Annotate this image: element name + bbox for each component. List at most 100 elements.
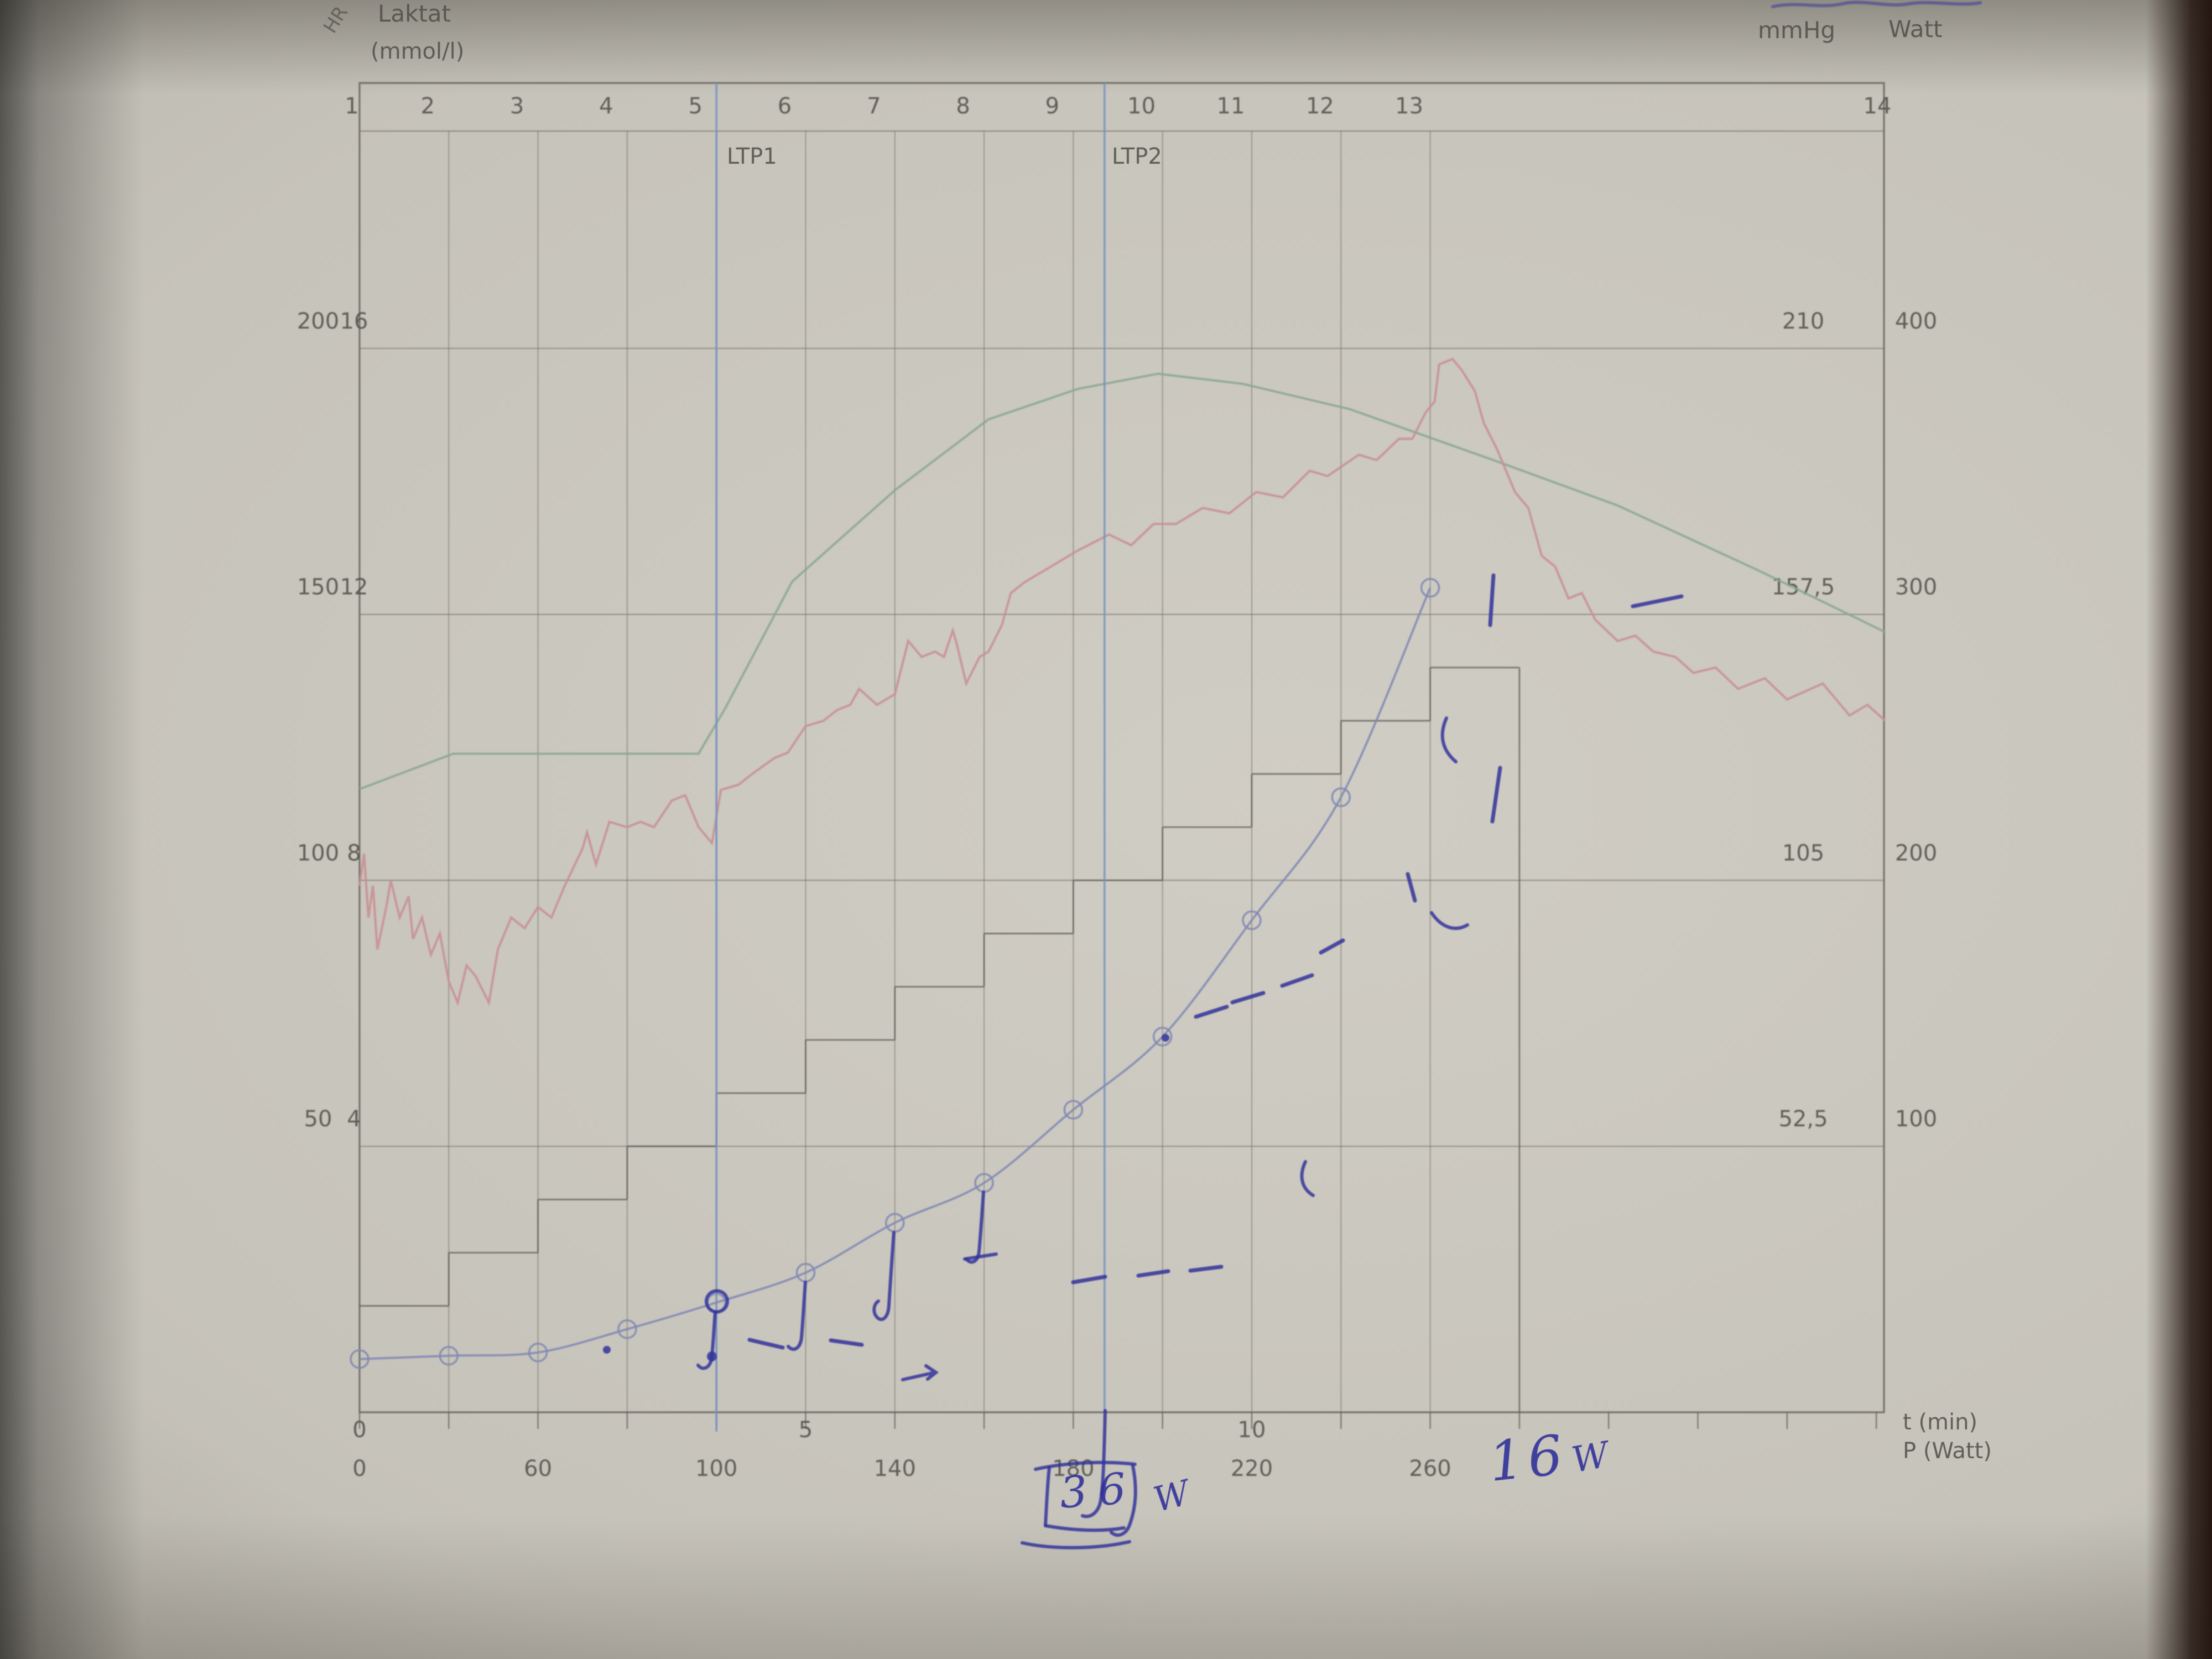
hr-tick-label: 50 (304, 1106, 332, 1132)
handwritten-boxed-value: 36 (1058, 1463, 1139, 1518)
pen-dash (1071, 1275, 1107, 1284)
blood-pressure-curve (359, 372, 1886, 791)
power-tick-label: 60 (524, 1456, 552, 1481)
pen-stroke-t5-tail (787, 1281, 807, 1351)
pen-dot (603, 1346, 611, 1354)
pen-dash (1490, 766, 1502, 824)
top-sample-number: 4 (599, 93, 613, 119)
handwritten-note-value: 16 (1486, 1423, 1570, 1495)
pen-stroke-t7-hook (965, 1190, 985, 1264)
handwritten-note-unit: W (1569, 1434, 1612, 1481)
power-tick-label: 220 (1231, 1456, 1273, 1481)
power-staircase (360, 667, 1521, 1412)
watt-tick-label: 200 (1895, 840, 1937, 866)
pen-dash (1319, 938, 1345, 955)
lactate-axis-unit: (mmol/l) (371, 39, 465, 64)
pen-stroke-paren-right (1440, 716, 1458, 763)
top-sample-number: 2 (421, 93, 435, 119)
pen-stroke-ltp2-pen-extension (1081, 1409, 1107, 1518)
lactate-sample-circle (1063, 1100, 1084, 1120)
watt-tick-label: 400 (1895, 309, 1937, 334)
lactate-axis-label: Laktat (378, 0, 451, 27)
power-tick-label: 180 (1052, 1456, 1094, 1481)
ltp1-marker-label: LTP1 (727, 144, 777, 169)
pen-dash (1188, 1265, 1224, 1273)
time-tick-label: 0 (352, 1417, 366, 1443)
pen-stroke-box36-left (1044, 1466, 1051, 1527)
power-tick-label: 140 (874, 1456, 916, 1481)
top-sample-number: 3 (510, 93, 524, 119)
pen-stroke-t4-ink-ring (704, 1289, 729, 1314)
top-sample-number: 12 (1306, 93, 1334, 119)
hr-tick-label: 200 (297, 309, 339, 334)
pen-dash (829, 1338, 864, 1347)
pen-stroke-t4-tail (696, 1310, 717, 1370)
lactate-fit-curve (359, 587, 1432, 1360)
watt-axis-label: Watt (1888, 15, 1943, 43)
mmhg-tick-label: 52,5 (1778, 1106, 1828, 1132)
mmhg-tick-label: 157,5 (1772, 575, 1835, 600)
lactate-tick-label: 8 (347, 840, 361, 866)
mmhg-tick-label: 105 (1782, 840, 1824, 866)
pen-stroke-t6-hook (872, 1231, 896, 1321)
pen-stroke-arrow (901, 1364, 939, 1381)
pen-dash (1230, 991, 1266, 1005)
top-sample-number: 7 (867, 93, 881, 119)
top-sample-number: 1 (345, 93, 358, 119)
pen-stroke-box36-right (1110, 1464, 1137, 1537)
top-sample-number: 11 (1217, 93, 1245, 119)
top-sample-number: 5 (688, 93, 702, 119)
pen-stroke-swoosh-under-box (1021, 1540, 1131, 1549)
pen-dash (1194, 1005, 1229, 1019)
lactate-tick-label: 4 (347, 1106, 361, 1132)
pen-stroke-hook-right (1430, 911, 1469, 930)
hr-tick-label: 150 (297, 575, 339, 600)
pen-stroke-box36-bottom (1044, 1524, 1126, 1532)
power-tick-label: 0 (352, 1456, 366, 1481)
pen-dash (1136, 1269, 1170, 1278)
pen-dash (1631, 594, 1684, 609)
time-tick-label: 5 (799, 1417, 813, 1443)
power-axis-title: P (Watt) (1903, 1438, 1992, 1464)
ltp2-marker-label: LTP2 (1112, 144, 1162, 169)
pen-stroke-paren-mid (1300, 1160, 1315, 1197)
lactate-sample-circle (528, 1343, 548, 1362)
mmhg-tick-label: 210 (1782, 309, 1824, 334)
lactate-sample-circle (1331, 787, 1351, 807)
pen-dash (747, 1338, 785, 1350)
plot-frame (358, 82, 1885, 1413)
pen-dot (1162, 1034, 1169, 1042)
power-tick-label: 100 (695, 1456, 737, 1481)
lactate-sample-circle (1152, 1027, 1173, 1047)
lactate-sample-circle (1242, 910, 1262, 930)
top-sample-number: 9 (1045, 93, 1059, 119)
lactate-sample-circle (439, 1346, 459, 1366)
lactate-sample-circle (1420, 578, 1440, 598)
hr-tick-label: 100 (297, 840, 339, 866)
top-sample-number: 14 (1864, 93, 1892, 119)
pen-dash (1280, 973, 1314, 988)
lactate-sample-circle (617, 1319, 637, 1339)
pen-stroke-t7-bar (963, 1252, 998, 1261)
top-sample-number: 6 (778, 93, 792, 119)
time-axis-title: t (min) (1903, 1410, 1978, 1435)
watt-tick-label: 100 (1895, 1106, 1937, 1132)
pen-dash (1488, 573, 1496, 627)
pen-stroke-box36-top (1034, 1460, 1137, 1471)
power-tick-label: 260 (1409, 1456, 1451, 1481)
lactate-tick-label: 12 (340, 575, 368, 600)
watt-tick-label: 300 (1895, 575, 1937, 600)
pen-stroke-partial-handwriting-top-right (1771, 1, 1982, 8)
time-tick-label: 10 (1238, 1417, 1266, 1443)
lactate-tick-label: 16 (340, 309, 368, 334)
pen-dash (1406, 872, 1417, 903)
top-sample-number: 8 (956, 93, 970, 119)
top-sample-number: 13 (1395, 93, 1423, 119)
heart-rate-curve (358, 357, 1886, 1006)
mmhg-axis-label: mmHg (1758, 17, 1836, 44)
lactate-sample-circle (350, 1349, 369, 1369)
top-sample-number: 10 (1127, 93, 1156, 119)
